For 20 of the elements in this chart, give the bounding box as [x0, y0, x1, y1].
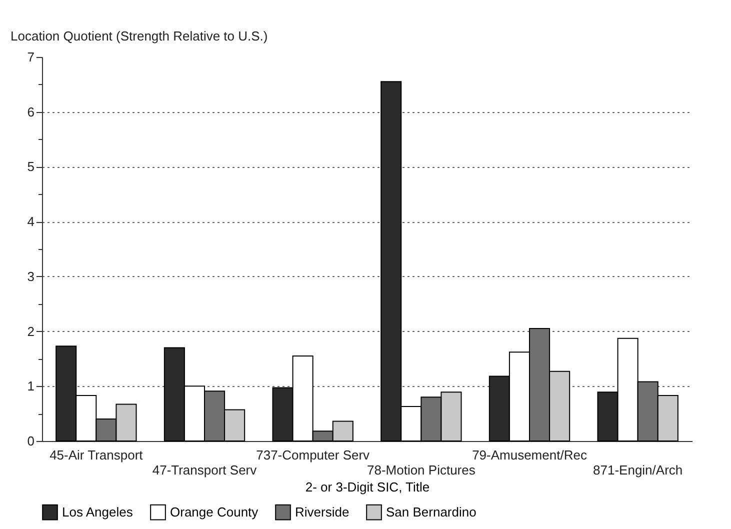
- legend-label: Los Angeles: [62, 504, 134, 520]
- y-tick-label: 7: [27, 50, 34, 64]
- x-tick-label: 737-Computer Serv: [256, 448, 370, 462]
- y-tick-label: 1: [27, 378, 34, 394]
- x-tick-label: 47-Transport Serv: [152, 462, 258, 478]
- legend-label: San Bernardino: [386, 504, 476, 520]
- x-tick-label: 78-Motion Pictures: [366, 462, 476, 478]
- y-axis-title: Location Quotient (Strength Relative to U.S.): [10, 28, 268, 44]
- y-tick-label: 6: [27, 104, 34, 120]
- x-tick-label: 45-Air Transport: [50, 448, 144, 462]
- y-tick-label: 4: [27, 214, 34, 230]
- y-tick-label: 5: [27, 159, 34, 174]
- legend-label: Orange County: [170, 504, 259, 520]
- y-tick-label: 3: [27, 268, 34, 284]
- x-tick-label: 871-Engin/Arch: [593, 462, 683, 478]
- x-axis-title: 2- or 3-Digit SIC, Title: [305, 480, 430, 494]
- legend-label: Riverside: [295, 504, 350, 520]
- x-tick-label: 79-Amusement/Rec: [472, 448, 588, 462]
- y-tick-label: 0: [27, 434, 34, 448]
- y-tick-label: 2: [27, 324, 34, 339]
